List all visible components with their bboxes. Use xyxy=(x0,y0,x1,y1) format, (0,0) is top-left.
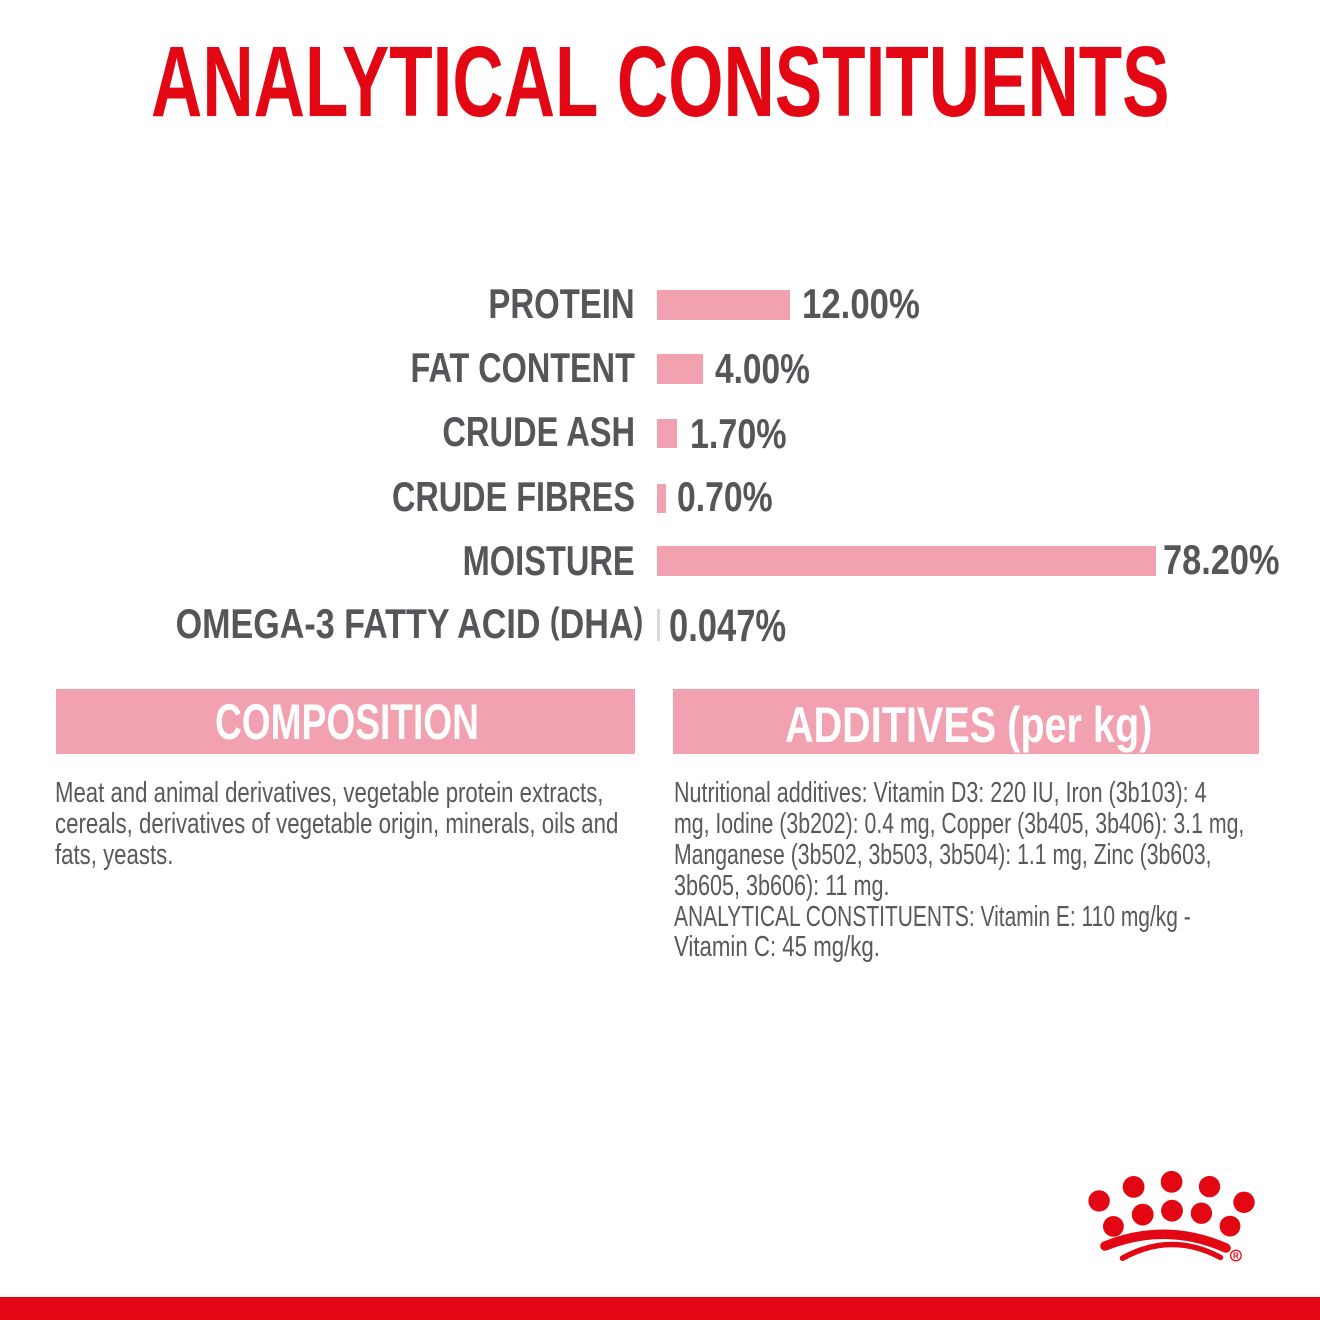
svg-text:R: R xyxy=(1233,1251,1239,1260)
